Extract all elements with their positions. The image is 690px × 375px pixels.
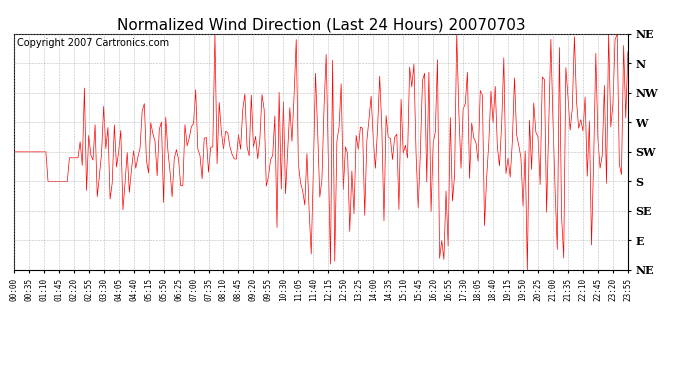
Title: Normalized Wind Direction (Last 24 Hours) 20070703: Normalized Wind Direction (Last 24 Hours… bbox=[117, 18, 525, 33]
Text: Copyright 2007 Cartronics.com: Copyright 2007 Cartronics.com bbox=[17, 39, 169, 48]
